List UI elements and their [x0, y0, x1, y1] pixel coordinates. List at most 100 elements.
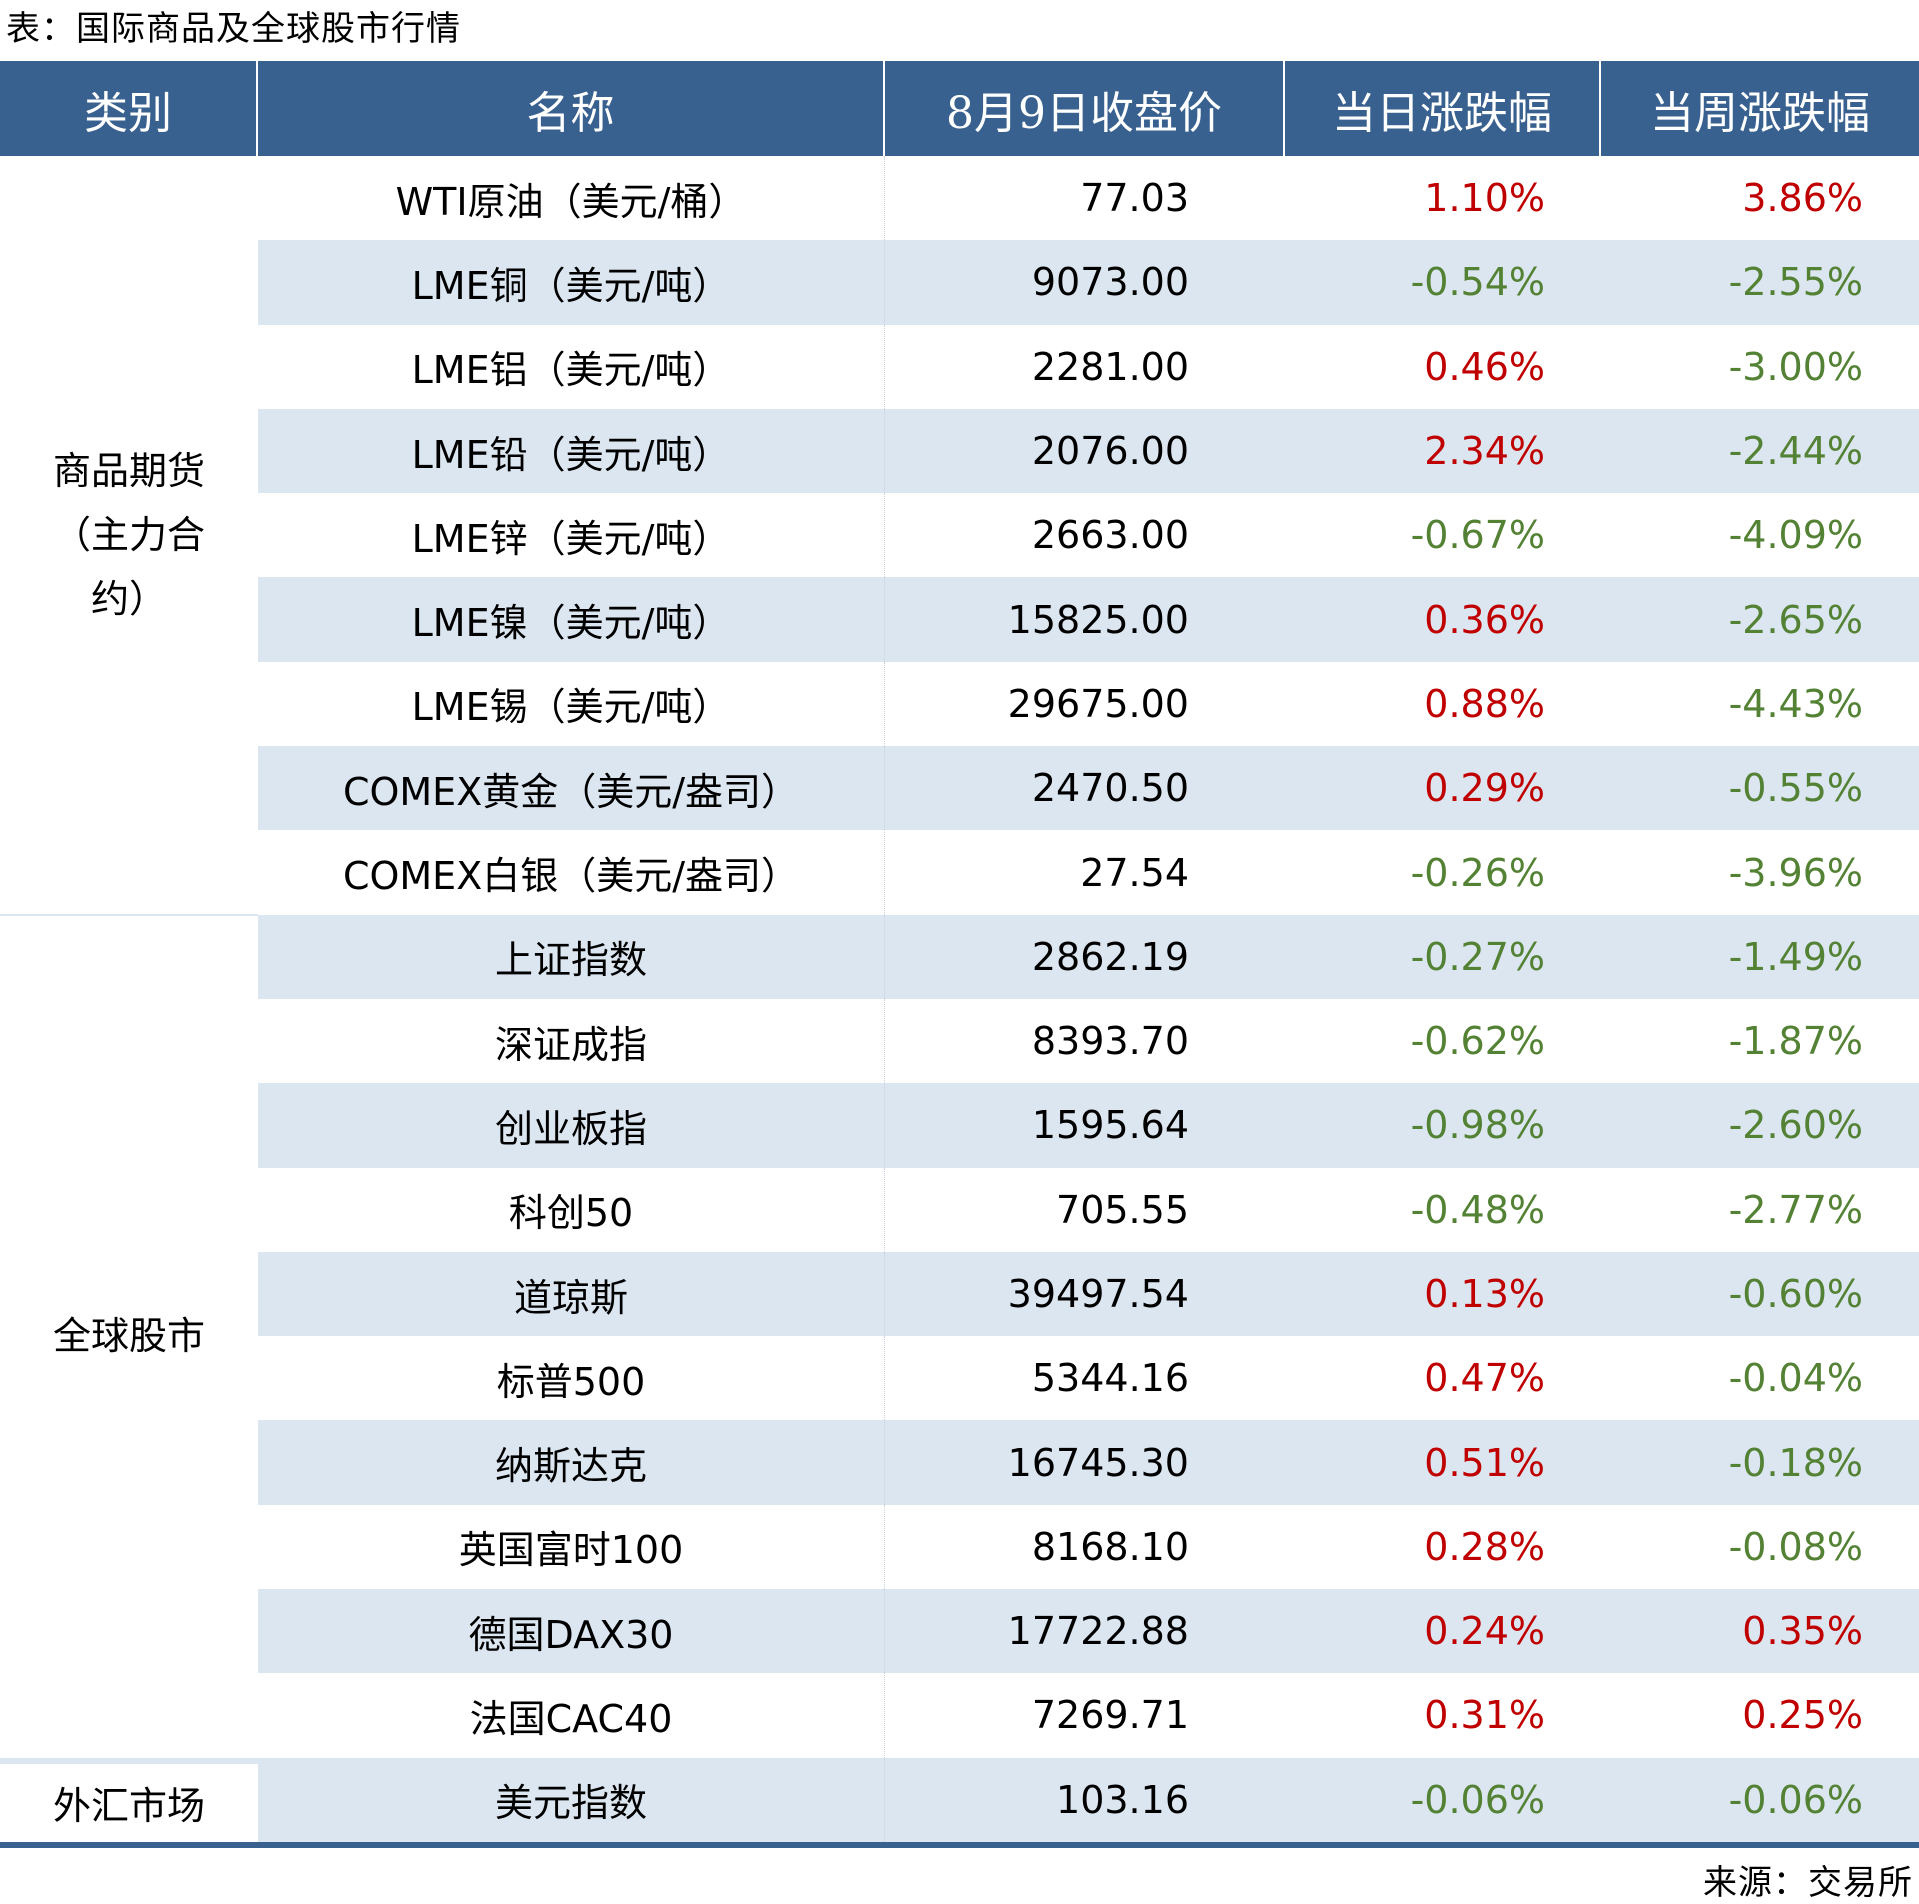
- category-cell: [0, 156, 258, 241]
- category-cell: [0, 1167, 258, 1252]
- close-price: 77.03: [1080, 176, 1189, 221]
- table-row: 标普500 5344.16 0.47% -0.04%: [0, 1336, 1919, 1421]
- instrument-name: LME镍（美元/吨）: [258, 577, 885, 662]
- weekly-change: 0.25%: [1742, 1693, 1863, 1738]
- daily-change: 0.47%: [1424, 1356, 1545, 1401]
- daily-change: 0.51%: [1285, 1420, 1601, 1505]
- category-cell: [0, 240, 258, 325]
- table-row: 美元指数 103.16 -0.06% -0.06%: [0, 1757, 1919, 1842]
- instrument-name: 法国CAC40: [258, 1673, 885, 1758]
- table-row: 道琼斯 39497.54 0.13% -0.60%: [0, 1251, 1919, 1337]
- weekly-change: -2.65%: [1601, 577, 1919, 662]
- header-weekly-change: 当周涨跌幅: [1650, 87, 1870, 139]
- weekly-change: -0.08%: [1728, 1524, 1863, 1569]
- daily-change: -0.54%: [1285, 240, 1601, 325]
- instrument-name: LME铜（美元/吨）: [258, 240, 885, 325]
- daily-change: 0.88%: [1424, 681, 1545, 726]
- weekly-change: -0.55%: [1601, 746, 1919, 831]
- table-row: LME铜（美元/吨） 9073.00 -0.54% -2.55%: [0, 240, 1919, 325]
- table-row: COMEX白银（美元/盎司） 27.54 -0.26% -3.96%: [0, 830, 1919, 915]
- instrument-name: 上证指数: [258, 914, 885, 999]
- table-row: LME镍（美元/吨） 15825.00 0.36% -2.65%: [0, 577, 1919, 662]
- category-cell: [0, 1420, 258, 1505]
- table-title: 表：国际商品及全球股市行情: [6, 9, 461, 49]
- instrument-name: WTI原油（美元/桶）: [258, 156, 885, 241]
- daily-change: -0.06%: [1285, 1757, 1601, 1842]
- weekly-change: -3.96%: [1728, 850, 1863, 895]
- table-row: WTI原油（美元/桶） 77.03 1.10% 3.86%: [0, 156, 1919, 241]
- category-cell: [0, 1589, 258, 1674]
- category-label-line: 约）: [90, 577, 167, 622]
- instrument-name: 道琼斯: [258, 1251, 885, 1337]
- close-price: 39497.54: [885, 1251, 1285, 1337]
- weekly-change: -0.04%: [1728, 1356, 1863, 1401]
- table-row: 科创50 705.55 -0.48% -2.77%: [0, 1167, 1919, 1252]
- daily-change: -0.26%: [1410, 850, 1545, 895]
- table-header: 类别 名称 8月9日收盘价 当日涨跌幅 当周涨跌幅: [0, 61, 1919, 156]
- weekly-change: 0.35%: [1601, 1589, 1919, 1674]
- close-price: 2470.50: [885, 746, 1285, 831]
- daily-change: 0.28%: [1424, 1524, 1545, 1569]
- close-price: 705.55: [1056, 1187, 1189, 1232]
- table-row: LME锌（美元/吨） 2663.00 -0.67% -4.09%: [0, 493, 1919, 578]
- category-cell: [0, 493, 258, 578]
- close-price: 8393.70: [1031, 1019, 1189, 1064]
- close-price: 15825.00: [885, 577, 1285, 662]
- weekly-change: -0.18%: [1601, 1420, 1919, 1505]
- instrument-name: 标普500: [258, 1336, 885, 1421]
- daily-change: 0.31%: [1424, 1693, 1545, 1738]
- table-row: LME锡（美元/吨） 29675.00 0.88% -4.43%: [0, 661, 1919, 747]
- weekly-change: -0.06%: [1601, 1757, 1919, 1842]
- close-price: 7269.71: [1031, 1693, 1189, 1738]
- weekly-change: -3.00%: [1728, 344, 1863, 389]
- category-cell: [0, 1083, 258, 1168]
- table-row: 创业板指 1595.64 -0.98% -2.60%: [0, 1083, 1919, 1168]
- instrument-name: 德国DAX30: [258, 1589, 885, 1674]
- close-price: 29675.00: [1007, 681, 1189, 726]
- table-row: LME铝（美元/吨） 2281.00 0.46% -3.00%: [0, 324, 1919, 409]
- daily-change: 0.24%: [1285, 1589, 1601, 1674]
- weekly-change: -4.43%: [1728, 681, 1863, 726]
- weekly-change: -4.09%: [1728, 513, 1863, 558]
- table-body: WTI原油（美元/桶） 77.03 1.10% 3.86% LME铜（美元/吨） 9073…: [0, 156, 1919, 1842]
- category-cell: [0, 1673, 258, 1758]
- category-label: 外汇市场: [0, 1763, 258, 1842]
- weekly-change: 3.86%: [1742, 176, 1863, 221]
- instrument-name: LME锡（美元/吨）: [258, 661, 885, 747]
- category-cell: [0, 577, 258, 662]
- category-cell: [0, 830, 258, 915]
- category-commodity-futures: 商品期货 （主力合 约）: [0, 156, 258, 915]
- close-price: 5344.16: [1031, 1356, 1189, 1401]
- category-cell: [0, 746, 258, 831]
- table-row: 法国CAC40 7269.71 0.31% 0.25%: [0, 1673, 1919, 1758]
- close-price: 9073.00: [885, 240, 1285, 325]
- table-row: 英国富时100 8168.10 0.28% -0.08%: [0, 1504, 1919, 1590]
- weekly-change: -0.60%: [1601, 1251, 1919, 1337]
- instrument-name: LME锌（美元/吨）: [258, 493, 885, 578]
- close-price: 2862.19: [885, 914, 1285, 999]
- weekly-change: -1.87%: [1728, 1019, 1863, 1064]
- instrument-name: 科创50: [258, 1167, 885, 1252]
- source-note: 来源：交易所: [1703, 1863, 1913, 1903]
- weekly-change: -2.55%: [1601, 240, 1919, 325]
- category-global-stocks: 全球股市: [0, 915, 258, 1758]
- category-cell: [0, 1336, 258, 1421]
- table-bottom-border: [0, 1841, 1919, 1848]
- table-row: LME铅（美元/吨） 2076.00 2.34% -2.44%: [0, 408, 1919, 494]
- category-cell: [0, 324, 258, 409]
- weekly-change: -2.44%: [1601, 408, 1919, 494]
- daily-change: 0.29%: [1285, 746, 1601, 831]
- daily-change: 0.36%: [1285, 577, 1601, 662]
- category-label-line: （主力合: [52, 513, 205, 558]
- category-cell: [0, 1251, 258, 1337]
- weekly-change: -1.49%: [1601, 914, 1919, 999]
- close-price: 2663.00: [1031, 513, 1189, 558]
- header-category: 类别: [0, 61, 258, 156]
- category-cell: [0, 914, 258, 999]
- daily-change: -0.98%: [1285, 1083, 1601, 1168]
- close-price: 2076.00: [885, 408, 1285, 494]
- table-row: 深证成指 8393.70 -0.62% -1.87%: [0, 998, 1919, 1084]
- instrument-name: 深证成指: [258, 998, 885, 1084]
- instrument-name: LME铅（美元/吨）: [258, 408, 885, 494]
- daily-change: 0.46%: [1424, 344, 1545, 389]
